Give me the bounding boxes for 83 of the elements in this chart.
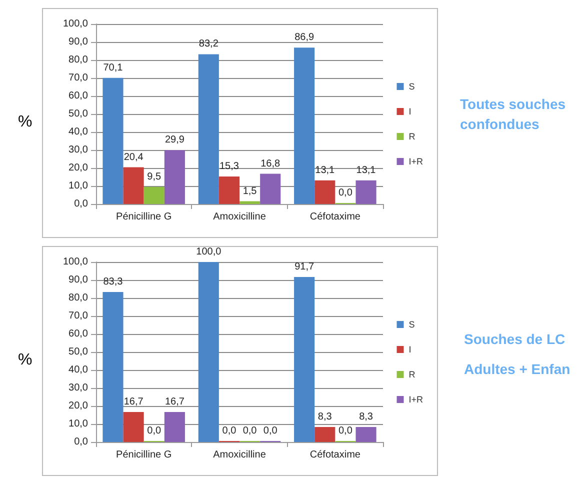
data-label: 0,0 bbox=[338, 188, 353, 198]
y-tick-label: 30,0 bbox=[68, 144, 88, 156]
data-label: 100,0 bbox=[196, 246, 222, 258]
data-label: 0,0 bbox=[222, 426, 237, 436]
data-label: 9,5 bbox=[147, 171, 162, 182]
data-label: 29,9 bbox=[164, 134, 185, 146]
y-tick-label: 0,0 bbox=[74, 436, 88, 448]
y-tick-label: 100,0 bbox=[62, 256, 88, 268]
bar bbox=[260, 174, 281, 204]
bar bbox=[218, 176, 240, 204]
bar bbox=[240, 201, 260, 204]
y-axis-title: % bbox=[18, 352, 32, 368]
x-tick-label: Pénicilline G bbox=[116, 450, 172, 460]
y-tick-label: 70,0 bbox=[68, 72, 88, 84]
bar bbox=[144, 186, 164, 204]
data-label: 0,0 bbox=[147, 426, 162, 436]
y-tick-label: 50,0 bbox=[68, 346, 88, 358]
y-tick-label: 90,0 bbox=[68, 36, 88, 48]
data-label: 20,4 bbox=[124, 152, 144, 163]
data-label: 0,0 bbox=[338, 426, 353, 436]
bar bbox=[123, 412, 144, 442]
bar bbox=[102, 292, 124, 442]
x-tick-label: Amoxicilline bbox=[213, 212, 266, 222]
data-label: 83,2 bbox=[198, 38, 219, 50]
legend-label: I+R bbox=[408, 156, 424, 166]
data-label: 16,7 bbox=[164, 396, 185, 408]
y-tick-label: 20,0 bbox=[68, 162, 88, 174]
y-tick-label: 80,0 bbox=[68, 54, 88, 66]
x-tick-label: Pénicilline G bbox=[116, 212, 172, 222]
data-label: 8,3 bbox=[318, 412, 332, 423]
y-tick-label: 100,0 bbox=[62, 18, 88, 30]
bar bbox=[294, 276, 315, 442]
y-tick-label: 80,0 bbox=[68, 292, 88, 304]
x-tick-label: Amoxicilline bbox=[213, 450, 266, 460]
y-tick-label: 30,0 bbox=[68, 382, 88, 394]
y-tick-label: 60,0 bbox=[68, 90, 88, 102]
data-label: 83,3 bbox=[103, 276, 124, 288]
data-label: 13,1 bbox=[356, 164, 376, 176]
legend-label: S bbox=[408, 320, 415, 330]
legend-label: I+R bbox=[408, 394, 424, 404]
y-axis-title: % bbox=[18, 114, 32, 130]
data-label: 8,3 bbox=[359, 412, 374, 423]
text: Souches de LC bbox=[464, 331, 566, 347]
data-label: 0,0 bbox=[242, 426, 258, 436]
text: Adultes + Enfan bbox=[464, 361, 570, 377]
text: Toutes souches confondues bbox=[460, 96, 570, 132]
y-tick-label: 50,0 bbox=[68, 108, 88, 120]
bar bbox=[198, 262, 219, 442]
data-label: 13,1 bbox=[315, 164, 336, 176]
y-tick-label: 70,0 bbox=[68, 310, 88, 322]
bar bbox=[123, 167, 144, 204]
data-label: 70,1 bbox=[103, 62, 124, 74]
y-tick-label: 20,0 bbox=[68, 400, 88, 412]
x-tick-label: Céfotaxime bbox=[310, 212, 361, 222]
data-label: 1,5 bbox=[242, 186, 258, 197]
data-label: 0,0 bbox=[263, 426, 278, 436]
bar bbox=[198, 54, 219, 204]
y-tick-label: 10,0 bbox=[68, 418, 88, 430]
bar bbox=[102, 78, 124, 204]
legend-label: R bbox=[408, 370, 416, 380]
data-label: 91,7 bbox=[294, 261, 314, 272]
bar bbox=[356, 427, 376, 442]
y-tick-label: 0,0 bbox=[74, 198, 88, 210]
bar bbox=[314, 427, 336, 442]
data-label: 15,3 bbox=[219, 160, 240, 172]
bar bbox=[314, 180, 336, 204]
data-label: 86,9 bbox=[294, 32, 314, 44]
legend-label: R bbox=[408, 132, 416, 142]
data-label: 16,7 bbox=[124, 396, 144, 408]
legend-label: S bbox=[408, 82, 415, 92]
y-tick-label: 40,0 bbox=[68, 364, 88, 376]
x-tick-label: Céfotaxime bbox=[310, 450, 361, 460]
bar bbox=[164, 412, 185, 442]
bar bbox=[164, 150, 185, 204]
legend-label: I bbox=[408, 106, 412, 116]
y-tick-label: 10,0 bbox=[68, 180, 88, 192]
y-tick-label: 60,0 bbox=[68, 328, 88, 340]
bar bbox=[294, 48, 315, 204]
y-tick-label: 90,0 bbox=[68, 274, 88, 286]
data-label: 16,8 bbox=[260, 158, 281, 170]
y-tick-label: 40,0 bbox=[68, 126, 88, 138]
bar bbox=[356, 180, 376, 204]
legend-label: I bbox=[408, 344, 412, 354]
